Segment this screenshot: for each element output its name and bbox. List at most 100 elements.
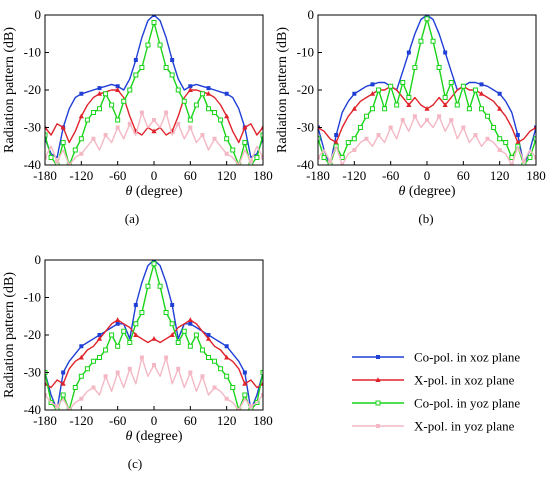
series-3 — [318, 114, 536, 165]
data-point — [115, 87, 121, 92]
data-point — [205, 90, 212, 96]
x-tick-label: 180 — [253, 413, 273, 428]
legend-item-2: Co-pol. in yoz plane — [352, 396, 520, 411]
data-point — [200, 374, 205, 379]
y-tick-label: 0 — [35, 7, 42, 22]
data-point — [370, 106, 375, 112]
y-tick-label: -40 — [24, 402, 41, 417]
data-point — [248, 404, 253, 409]
data-point — [72, 147, 78, 153]
data-point — [352, 148, 357, 152]
data-point — [133, 332, 139, 337]
data-point — [181, 98, 187, 104]
data-point — [351, 136, 357, 142]
data-point — [254, 155, 260, 160]
data-point — [515, 139, 521, 145]
data-point — [260, 132, 263, 138]
data-point — [443, 50, 448, 55]
data-point — [218, 117, 224, 123]
data-point — [436, 65, 442, 70]
panel-caption: (b) — [418, 211, 433, 226]
data-point — [424, 16, 430, 22]
data-point — [224, 91, 229, 96]
data-point — [449, 118, 454, 122]
data-point — [388, 125, 393, 130]
y-tick-label: -30 — [297, 120, 314, 135]
data-point — [133, 303, 138, 307]
y-tick-label: -10 — [24, 45, 41, 60]
y-tick-label: -20 — [297, 82, 314, 97]
y-tick-label: -30 — [24, 120, 41, 135]
data-point — [78, 373, 84, 379]
data-point — [61, 370, 66, 375]
data-point — [478, 90, 485, 96]
data-point — [78, 113, 84, 119]
data-point — [318, 136, 321, 142]
data-point — [352, 91, 357, 96]
data-point — [163, 310, 169, 315]
data-point — [199, 91, 205, 97]
data-point — [224, 151, 229, 156]
data-point — [497, 105, 503, 111]
legend-label: X-pol. in yoz plane — [414, 419, 515, 434]
data-point — [199, 347, 205, 353]
legend-item-0: Co-pol. in xoz plane — [352, 350, 520, 365]
data-point — [115, 370, 120, 375]
data-point — [45, 132, 48, 138]
data-point — [212, 385, 217, 390]
data-point — [412, 65, 418, 70]
data-point — [224, 136, 230, 142]
data-point — [242, 140, 248, 145]
data-point — [497, 91, 502, 96]
data-point — [115, 125, 120, 130]
data-point — [121, 328, 127, 334]
data-point — [509, 163, 514, 165]
data-point — [437, 114, 442, 119]
data-point — [127, 87, 133, 93]
data-point — [145, 42, 151, 48]
data-point — [181, 328, 187, 334]
series-1 — [45, 317, 263, 389]
x-tick-label: 0 — [151, 168, 158, 183]
data-point — [328, 159, 333, 164]
data-point — [224, 373, 230, 379]
y-axis-label: Radiation pattern (dB) — [2, 27, 17, 153]
data-point — [236, 163, 241, 165]
data-point — [388, 83, 394, 89]
data-point — [90, 110, 96, 115]
data-point — [145, 283, 151, 289]
data-point — [72, 385, 78, 390]
data-point — [224, 396, 229, 401]
x-tick-label: -60 — [109, 168, 126, 183]
x-tick-label: 60 — [184, 413, 197, 428]
data-point — [79, 396, 84, 401]
data-point — [485, 113, 491, 119]
x-tick-label: 120 — [217, 168, 237, 183]
data-point — [333, 139, 339, 145]
data-point — [318, 155, 320, 160]
series-line — [45, 15, 263, 159]
data-point — [193, 102, 199, 108]
data-point — [79, 151, 84, 156]
data-point — [533, 124, 536, 130]
x-tick-label: -120 — [342, 168, 366, 183]
data-point — [60, 140, 66, 145]
data-point — [248, 159, 253, 164]
data-point — [139, 65, 145, 70]
data-point — [351, 105, 357, 111]
data-point — [133, 58, 138, 62]
data-point — [115, 321, 120, 326]
data-point — [55, 404, 60, 409]
data-point — [67, 408, 72, 410]
data-point — [321, 155, 327, 160]
data-point — [370, 82, 375, 87]
data-point — [485, 136, 490, 141]
data-point — [206, 86, 211, 91]
data-point — [103, 374, 108, 379]
panel-caption: (c) — [128, 456, 142, 471]
data-point — [103, 347, 109, 353]
data-point — [109, 332, 115, 338]
series-0 — [45, 15, 263, 159]
